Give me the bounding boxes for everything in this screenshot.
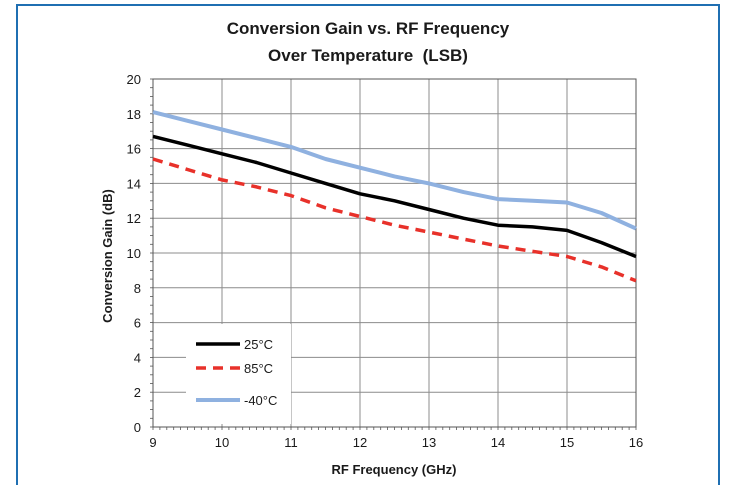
- y-tick-label: 6: [134, 316, 141, 331]
- y-tick-label: 2: [134, 385, 141, 400]
- x-tick-label: 12: [353, 435, 367, 450]
- series-lines: [152, 110, 637, 283]
- legend-label-3: -40°C: [244, 393, 277, 408]
- y-tick-label: 10: [127, 246, 141, 261]
- y-tick-label: 8: [134, 281, 141, 296]
- x-axis-label: RF Frequency (GHz): [332, 462, 457, 477]
- chart-title: Conversion Gain vs. RF Frequency: [227, 19, 510, 38]
- y-tick-label: 4: [134, 350, 141, 365]
- x-tick-label: 16: [629, 435, 643, 450]
- legend-background: [186, 324, 291, 424]
- chart: Conversion Gain vs. RF Frequency Over Te…: [100, 19, 644, 477]
- x-tick-label: 10: [215, 435, 229, 450]
- y-tick-label: 12: [127, 211, 141, 226]
- series-line-2: [152, 157, 637, 283]
- y-tick-label: 16: [127, 142, 141, 157]
- x-tick-label: 11: [284, 435, 298, 450]
- legend-label-2: 85°C: [244, 361, 273, 376]
- x-tick-label: 14: [491, 435, 505, 450]
- y-tick-label: 0: [134, 420, 141, 435]
- y-axis-label: Conversion Gain (dB): [100, 189, 115, 323]
- legend: 25°C 85°C -40°C: [186, 324, 291, 424]
- series-line-1: [152, 134, 637, 259]
- ticks: 0 2 4 6 8 10 12 14 16 18 20 9 10 11 12 13 14 15 16: [127, 72, 644, 450]
- y-tick-label: 20: [127, 72, 141, 87]
- y-tick-label: 14: [127, 176, 141, 191]
- chart-frame: Conversion Gain vs. RF Frequency Over Te…: [16, 4, 720, 485]
- x-tick-label: 15: [560, 435, 574, 450]
- chart-subtitle: Over Temperature (LSB): [268, 46, 468, 65]
- y-tick-label: 18: [127, 107, 141, 122]
- series-line-3: [152, 110, 637, 231]
- x-tick-label: 9: [149, 435, 156, 450]
- x-tick-label: 13: [422, 435, 436, 450]
- legend-label-1: 25°C: [244, 337, 273, 352]
